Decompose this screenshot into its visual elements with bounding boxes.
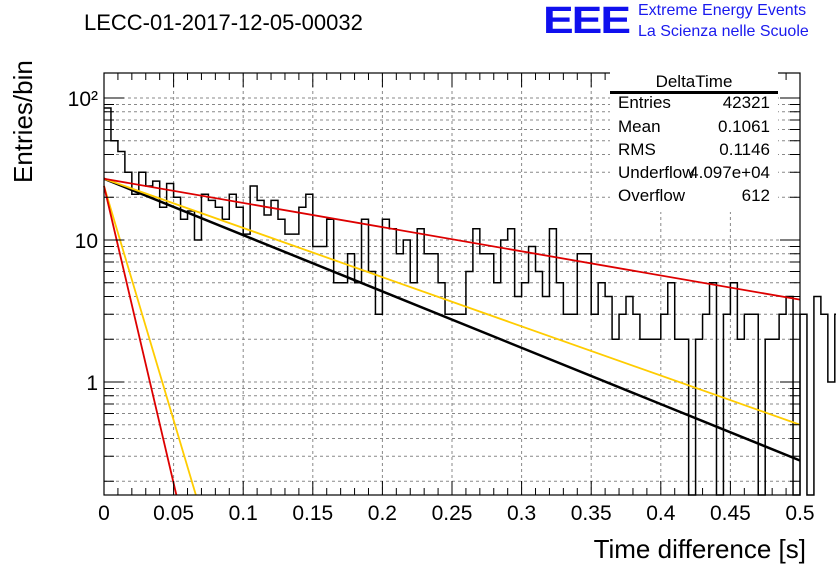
x-tick-label: 0.45: [710, 502, 751, 525]
stat-value-mean: 0.1061: [718, 117, 770, 136]
stat-value-overflow: 612: [741, 186, 770, 205]
y-tick-label: 10²: [68, 88, 98, 111]
y-tick-label: 10: [75, 230, 98, 253]
stats-title-rule: [610, 91, 778, 94]
stat-label-overflow: Overflow: [618, 186, 686, 205]
stats-title: DeltaTime: [655, 72, 733, 91]
stat-value-underflow: 4.097e+04: [689, 163, 770, 182]
logo-subtitle-line1: Extreme Energy Events: [638, 2, 807, 19]
stat-label-rms: RMS: [618, 140, 656, 159]
x-tick-label: 0.1: [229, 502, 258, 525]
stat-label-underflow: Underflow: [618, 163, 695, 182]
fit-curve-5: [103, 185, 178, 496]
x-axis-label: Time difference [s]: [593, 534, 806, 564]
x-tick-label: 0.5: [785, 502, 814, 525]
y-tick-label: 1: [86, 372, 98, 395]
x-tick-label: 0.35: [571, 502, 612, 525]
chart-title: LECC-01-2017-12-05-00032: [84, 10, 363, 35]
x-tick-label: 0.05: [153, 502, 194, 525]
stat-label-entries: Entries: [618, 93, 671, 112]
fit-curve-3: [103, 177, 801, 301]
x-tick-label: 0.25: [432, 502, 473, 525]
eee-logo: EEE: [543, 0, 631, 41]
stat-value-rms: 0.1146: [719, 140, 770, 159]
x-tick-label: 0.15: [292, 502, 333, 525]
stat-label-mean: Mean: [618, 117, 661, 136]
x-tick-label: 0.3: [507, 502, 536, 525]
x-tick-label: 0: [98, 502, 110, 525]
fit-curve-1: [103, 177, 801, 462]
x-tick-label: 0.4: [646, 502, 676, 525]
stat-value-entries: 42321: [722, 93, 770, 112]
y-axis-label: Entries/bin: [8, 60, 38, 183]
fit-curve-4: [103, 185, 197, 496]
histogram-series: [104, 107, 836, 496]
fit-curve-2: [103, 177, 801, 426]
logo-subtitle-line2: La Scienza nelle Scuole: [638, 23, 809, 40]
x-tick-label: 0.2: [368, 502, 397, 525]
stats-box: DeltaTime Entries 42321 Mean 0.1061 RMS …: [610, 72, 778, 212]
